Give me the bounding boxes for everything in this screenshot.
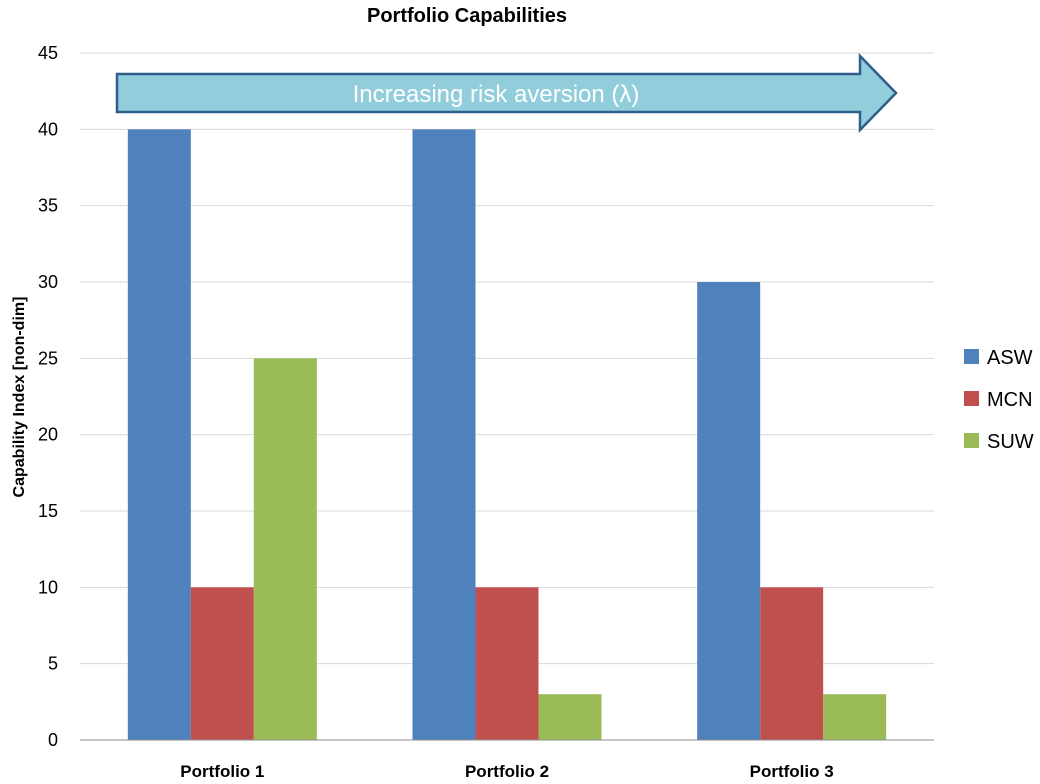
y-tick-label: 0	[48, 730, 58, 750]
x-axis-ticks: Portfolio 1 Portfolio 2 Portfolio 3	[180, 762, 833, 781]
bar-asw-1	[127, 129, 191, 741]
bar-mcn-3	[760, 587, 824, 740]
arrow-shape	[115, 52, 898, 134]
legend-label-asw: ASW	[987, 347, 1033, 369]
y-tick-label: 20	[38, 425, 58, 445]
chart-title: Portfolio Capabilities	[367, 5, 567, 27]
legend-swatch-suw	[964, 433, 979, 448]
bar-suw-2	[538, 694, 602, 740]
bar-asw-3	[697, 282, 761, 740]
y-tick-label: 5	[48, 654, 58, 674]
arrow-label: Increasing risk aversion (λ)	[353, 81, 640, 108]
y-tick-label: 10	[38, 577, 58, 597]
risk-aversion-arrow: Increasing risk aversion (λ)	[115, 52, 898, 134]
legend-label-mcn: MCN	[987, 389, 1033, 411]
gridlines	[80, 52, 934, 665]
bar-suw-3	[823, 694, 887, 740]
bars	[127, 129, 887, 741]
legend-swatch-asw	[964, 349, 979, 364]
x-tick-label: Portfolio 3	[750, 762, 834, 781]
y-tick-label: 25	[38, 348, 58, 368]
y-axis-ticks: 0 5 10 15 20 25 30 35 40 45	[38, 43, 58, 750]
legend-swatch-mcn	[964, 391, 979, 406]
y-tick-label: 30	[38, 272, 58, 292]
y-tick-label: 40	[38, 119, 58, 139]
bar-mcn-2	[475, 587, 539, 740]
bar-mcn-1	[190, 587, 254, 740]
y-tick-label: 15	[38, 501, 58, 521]
bar-suw-1	[253, 358, 317, 740]
bar-asw-2	[412, 129, 476, 741]
y-tick-label: 45	[38, 43, 58, 63]
x-tick-label: Portfolio 2	[465, 762, 549, 781]
y-axis-label: Capability Index [non-dim]	[11, 297, 28, 498]
legend-label-suw: SUW	[987, 431, 1034, 453]
y-tick-label: 35	[38, 196, 58, 216]
x-tick-label: Portfolio 1	[180, 762, 264, 781]
legend: ASW MCN SUW	[964, 347, 1034, 453]
